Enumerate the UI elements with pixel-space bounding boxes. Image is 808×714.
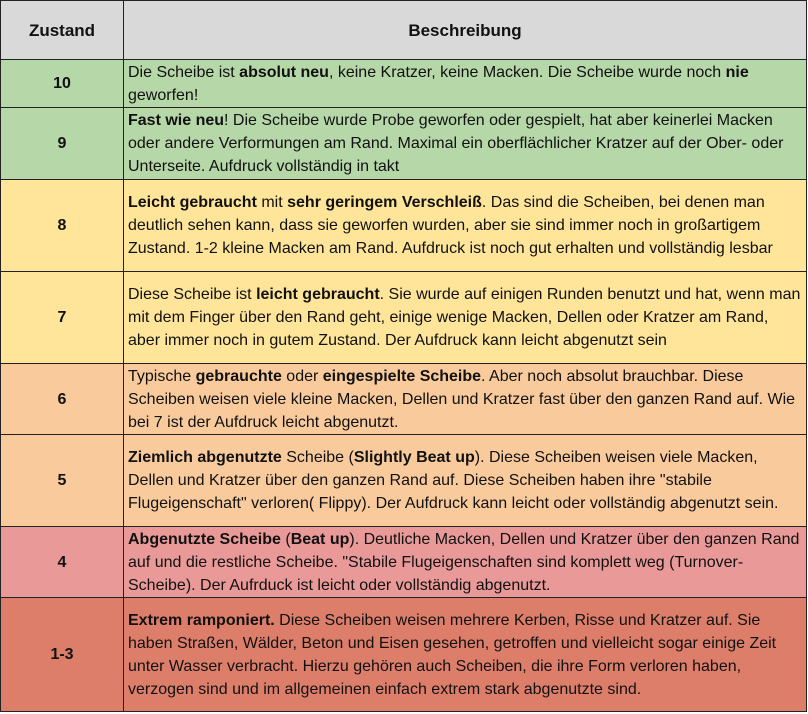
text-segment: ). Diese Scheiben weisen viele Macken, D… bbox=[128, 449, 779, 512]
bold-text-segment: sehr geringem Verschleiß bbox=[287, 194, 482, 211]
text-segment: geworfen! bbox=[128, 86, 199, 104]
zustand-cell: 6 bbox=[0, 363, 124, 435]
text-segment: Diese Scheibe ist bbox=[128, 286, 257, 303]
beschreibung-cell: Diese Scheibe ist leicht gebraucht. Sie … bbox=[123, 271, 807, 364]
header-zustand: Zustand bbox=[0, 0, 124, 60]
text-segment: Diese Scheiben weisen mehrere Kerben, Ri… bbox=[128, 611, 777, 698]
zustand-cell: 5 bbox=[0, 434, 124, 527]
bold-text-segment: leicht gebraucht bbox=[256, 286, 380, 303]
bold-text-segment: Extrem ramponiert. bbox=[128, 611, 275, 629]
text-segment: . Aber noch absolut brauchbar. Diese Sch… bbox=[128, 367, 796, 431]
beschreibung-cell: Fast wie neu! Die Scheibe wurde Probe ge… bbox=[123, 107, 807, 180]
beschreibung-cell: Ziemlich abgenutzte Scheibe (Slightly Be… bbox=[123, 434, 807, 527]
bold-text-segment: Abgenutzte Scheibe bbox=[128, 530, 281, 548]
zustand-cell: 8 bbox=[0, 179, 124, 272]
bold-text-segment: Leicht gebraucht bbox=[128, 194, 257, 211]
beschreibung-cell: Leicht gebraucht mit sehr geringem Versc… bbox=[123, 179, 807, 272]
text-segment: . Sie wurde auf einigen Runden benutzt u… bbox=[128, 286, 801, 349]
bold-text-segment: eingespielte Scheibe bbox=[322, 367, 482, 385]
bold-text-segment: gebrauchte bbox=[195, 367, 282, 385]
beschreibung-cell: Abgenutzte Scheibe (Beat up). Deutliche … bbox=[123, 526, 807, 598]
zustand-cell: 7 bbox=[0, 271, 124, 364]
table-row: 1-3 Extrem ramponiert. Diese Scheiben wei… bbox=[0, 597, 807, 712]
text-segment: . Das sind die Scheiben, bei denen man d… bbox=[128, 194, 773, 257]
table-row: 7 Diese Scheibe ist leicht gebraucht. Sie… bbox=[0, 271, 807, 364]
header-beschreibung: Beschreibung bbox=[123, 0, 807, 60]
text-segment: Typische bbox=[128, 367, 196, 385]
table-body: 10 Die Scheibe ist absolut neu, keine Kra… bbox=[0, 59, 807, 712]
table-row: 4 Abgenutzte Scheibe (Beat up). Deutliche… bbox=[0, 526, 807, 598]
text-segment: ( bbox=[280, 530, 291, 548]
bold-text-segment: nie bbox=[725, 63, 749, 81]
bold-text-segment: Fast wie neu bbox=[128, 112, 225, 129]
table-row: 6 Typische gebrauchte oder eingespielte S… bbox=[0, 363, 807, 435]
table-row: 9 Fast wie neu! Die Scheibe wurde Probe g… bbox=[0, 107, 807, 180]
bold-text-segment: Beat up bbox=[290, 530, 350, 548]
text-segment: , keine Kratzer, keine Macken. Die Schei… bbox=[328, 63, 726, 81]
text-segment: ! Die Scheibe wurde Probe geworfen oder … bbox=[128, 112, 784, 175]
table-row: 8 Leicht gebraucht mit sehr geringem Vers… bbox=[0, 179, 807, 272]
zustand-cell: 4 bbox=[0, 526, 124, 598]
beschreibung-cell: Extrem ramponiert. Diese Scheiben weisen… bbox=[123, 597, 807, 712]
zustand-cell: 10 bbox=[0, 59, 124, 108]
table-row: 5 Ziemlich abgenutzte Scheibe (Slightly B… bbox=[0, 434, 807, 527]
beschreibung-cell: Typische gebrauchte oder eingespielte Sc… bbox=[123, 363, 807, 435]
bold-text-segment: Ziemlich abgenutzte bbox=[128, 449, 282, 466]
bold-text-segment: Slightly Beat up bbox=[353, 449, 475, 466]
table-row: 10 Die Scheibe ist absolut neu, keine Kra… bbox=[0, 59, 807, 108]
text-segment: oder bbox=[281, 367, 323, 385]
zustand-cell: 1-3 bbox=[0, 597, 124, 712]
beschreibung-cell: Die Scheibe ist absolut neu, keine Kratz… bbox=[123, 59, 807, 108]
text-segment: ). Deutliche Macken, Dellen und Kratzer … bbox=[128, 530, 800, 594]
table-header-row: Zustand Beschreibung bbox=[0, 0, 807, 60]
zustand-cell: 9 bbox=[0, 107, 124, 180]
text-segment: mit bbox=[256, 194, 288, 211]
text-segment: Scheibe ( bbox=[281, 449, 354, 466]
bold-text-segment: absolut neu bbox=[239, 63, 329, 81]
text-segment: Die Scheibe ist bbox=[128, 63, 240, 81]
